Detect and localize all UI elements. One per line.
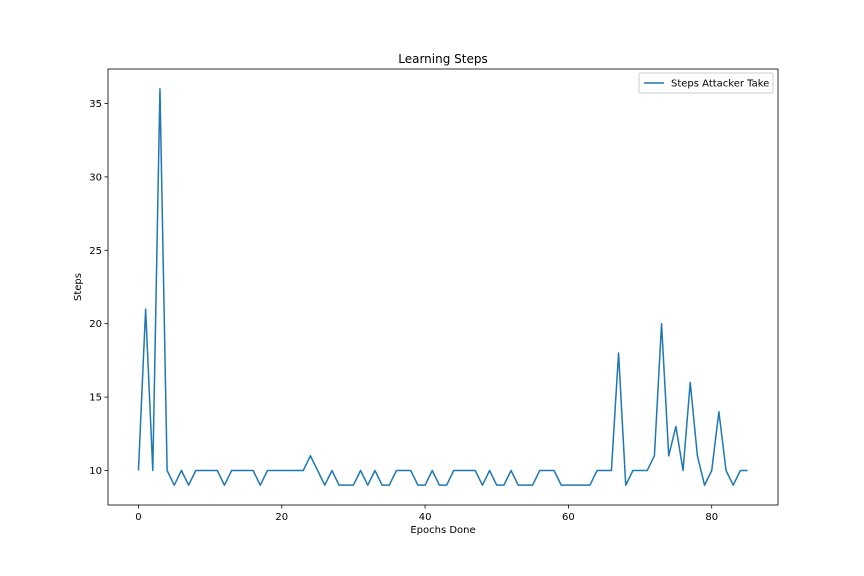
legend-entry-label: Steps Attacker Take (671, 79, 769, 90)
y-axis-ticks: 10 15 20 25 30 35 (89, 99, 108, 477)
x-tick-label: 20 (275, 512, 288, 523)
legend-box (638, 72, 774, 94)
x-tick-label: 40 (419, 512, 432, 523)
x-axis-label: Epochs Done (410, 525, 475, 536)
x-tick-label: 80 (705, 512, 718, 523)
x-tick-label: 0 (135, 512, 141, 523)
y-tick-label: 20 (89, 319, 102, 330)
y-tick-label: 35 (89, 99, 102, 110)
x-axis-ticks: 0 20 40 60 80 (135, 505, 718, 523)
y-axis-label: Steps (73, 273, 84, 301)
axes-frame (107, 68, 779, 506)
chart-title: Learning Steps (398, 52, 487, 66)
y-tick-label: 15 (89, 393, 102, 404)
x-tick-label: 60 (562, 512, 575, 523)
y-tick-label: 30 (89, 172, 102, 183)
y-tick-label: 25 (89, 246, 102, 257)
series-line-0 (137, 88, 748, 486)
plot-area (107, 68, 779, 506)
legend: Steps Attacker Take (638, 72, 774, 94)
y-tick-label: 10 (89, 466, 102, 477)
